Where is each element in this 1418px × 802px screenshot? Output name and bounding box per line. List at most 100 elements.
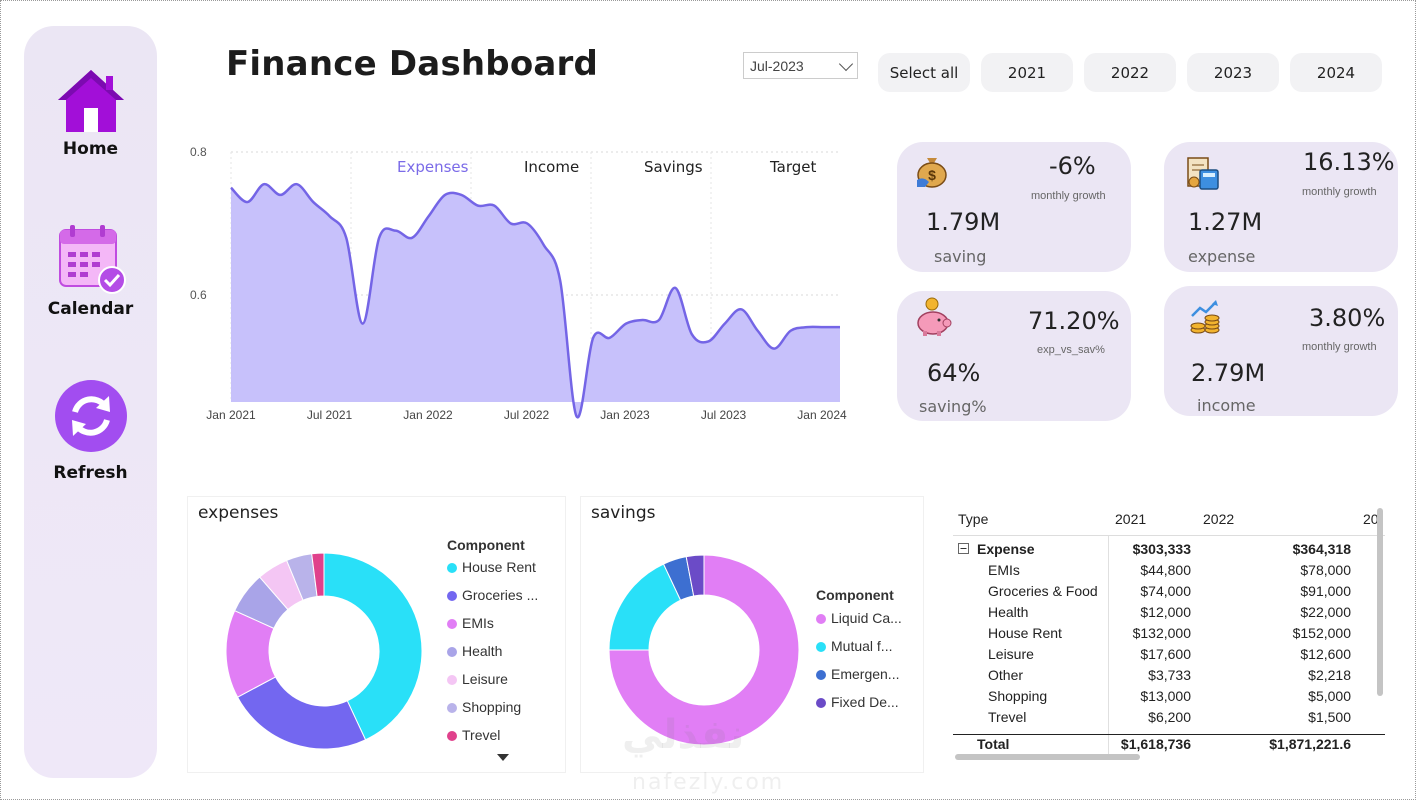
- kpi-card-saving: $ -6% monthly growth 1.79M saving: [897, 142, 1131, 272]
- expenses-legend-title: Component: [447, 537, 525, 553]
- y-tick-label: 0.8: [190, 145, 207, 159]
- legend-dot: [447, 731, 457, 741]
- legend-scroll-down-icon[interactable]: [497, 754, 509, 762]
- page-title: Finance Dashboard: [226, 44, 599, 84]
- expenses-legend-label: EMIs: [462, 615, 494, 631]
- collapse-icon[interactable]: [958, 543, 969, 554]
- table-header-2023[interactable]: 20: [1363, 511, 1379, 527]
- y-tick-label: 0.6: [190, 288, 207, 302]
- savings-legend-item[interactable]: Liquid Ca...: [816, 610, 902, 626]
- table-row-label: EMIs: [988, 562, 1020, 578]
- kpi-expense-value: 1.27M: [1188, 208, 1263, 236]
- expenses-legend-label: House Rent: [462, 559, 536, 575]
- chevron-down-icon: [838, 56, 854, 72]
- legend-dot: [447, 675, 457, 685]
- legend-expenses[interactable]: Expenses: [397, 158, 469, 176]
- expense-matrix-table: Type 2021 2022 20 Expense $303,333 $364,…: [953, 500, 1385, 762]
- year-2024-button[interactable]: 2024: [1290, 53, 1382, 92]
- table-row-2022: $1,500: [1308, 709, 1351, 725]
- year-2021-button[interactable]: 2021: [981, 53, 1073, 92]
- nav-home[interactable]: Home: [24, 68, 157, 159]
- kpi-expense-sub: monthly growth: [1302, 186, 1377, 198]
- table-row-label: House Rent: [988, 625, 1062, 641]
- month-dropdown-value: Jul-2023: [750, 58, 804, 74]
- coins-growth-icon: [1190, 300, 1220, 334]
- kpi-card-expense: 16.13% monthly growth 1.27M expense: [1164, 142, 1398, 272]
- kpi-saving-label: saving: [934, 247, 987, 266]
- expenses-panel: expenses Component House Rent Groceries .…: [187, 496, 566, 773]
- table-row-2022: $2,218: [1308, 667, 1351, 683]
- table-total-2021: $1,618,736: [1120, 736, 1191, 752]
- kpi-income-label: income: [1197, 396, 1256, 415]
- legend-income[interactable]: Income: [524, 158, 580, 176]
- expenses-legend-item[interactable]: Groceries ...: [447, 587, 538, 603]
- kpi-saving-sub: monthly growth: [1031, 190, 1106, 202]
- table-row-2021: $3,733: [1148, 667, 1191, 683]
- donut-slice-groceries[interactable]: [236, 676, 367, 749]
- home-icon: [57, 70, 124, 132]
- expenses-legend-item[interactable]: Trevel: [447, 727, 500, 743]
- savings-legend-title: Component: [816, 587, 894, 603]
- table-row-label: Groceries & Food: [988, 583, 1098, 599]
- nav-calendar[interactable]: Calendar: [24, 224, 157, 319]
- legend-dot: [447, 563, 457, 573]
- table-total-2022: $1,871,221.6: [1269, 736, 1351, 752]
- expenses-area: [231, 184, 840, 418]
- table-vertical-scrollbar[interactable]: [1377, 508, 1383, 696]
- table-row-2021: $12,000: [1140, 604, 1191, 620]
- expenses-legend-item[interactable]: House Rent: [447, 559, 536, 575]
- x-tick-label: Jan 2021: [206, 408, 256, 422]
- table-row-2021: $6,200: [1148, 709, 1191, 725]
- legend-savings[interactable]: Savings: [644, 158, 703, 176]
- table-row-label: Other: [988, 667, 1024, 683]
- year-2023-button[interactable]: 2023: [1187, 53, 1279, 92]
- year-2022-button[interactable]: 2022: [1084, 53, 1176, 92]
- expenses-legend-label: Groceries ...: [462, 587, 539, 603]
- money-bag-icon: $: [917, 158, 947, 188]
- table-total-label: Total: [977, 736, 1010, 752]
- table-row-label: Shopping: [988, 688, 1048, 704]
- savings-panel-title: savings: [591, 503, 656, 523]
- savings-legend-item[interactable]: Mutual f...: [816, 638, 892, 654]
- nav-calendar-label: Calendar: [47, 299, 134, 319]
- expenses-legend-item[interactable]: Shopping: [447, 699, 521, 715]
- expenses-panel-title: expenses: [198, 503, 279, 523]
- table-group-label[interactable]: Expense: [977, 541, 1035, 557]
- svg-text:$: $: [928, 167, 936, 183]
- table-column-divider: [1108, 536, 1109, 756]
- table-row-2022: $152,000: [1292, 625, 1351, 641]
- expenses-legend-item[interactable]: EMIs: [447, 615, 494, 631]
- legend-dot: [816, 642, 826, 652]
- table-row-2021: $17,600: [1140, 646, 1191, 662]
- table-header-type[interactable]: Type: [958, 511, 989, 527]
- table-row-2022: $91,000: [1300, 583, 1351, 599]
- table-header-2022[interactable]: 2022: [1203, 511, 1235, 527]
- legend-target[interactable]: Target: [770, 158, 817, 176]
- donut-slice-house-rent[interactable]: [323, 553, 422, 741]
- table-header-2021[interactable]: 2021: [1115, 511, 1147, 527]
- donut-slice-liquid-ca[interactable]: [609, 555, 799, 745]
- legend-dot: [816, 698, 826, 708]
- expenses-donut-chart: [226, 553, 422, 749]
- table-row-label: Trevel: [988, 709, 1027, 725]
- expenses-legend-item[interactable]: Health: [447, 643, 502, 659]
- table-horizontal-scrollbar[interactable]: [955, 754, 1140, 760]
- year-select-all-button[interactable]: Select all: [878, 53, 970, 92]
- kpi-saving-pct-label: saving%: [919, 397, 987, 416]
- kpi-expense-growth: 16.13%: [1303, 148, 1395, 176]
- legend-dot: [447, 703, 457, 713]
- refresh-icon: [54, 380, 127, 452]
- savings-legend-item[interactable]: Fixed De...: [816, 694, 899, 710]
- expenses-legend-item[interactable]: Leisure: [447, 671, 508, 687]
- donut-slice-fixed-de[interactable]: [685, 555, 705, 597]
- savings-legend-item[interactable]: Emergen...: [816, 666, 899, 682]
- table-group-2021: $303,333: [1132, 541, 1191, 557]
- receipt-calculator-icon: [1187, 157, 1219, 190]
- expenses-legend-label: Health: [462, 643, 503, 659]
- nav-refresh[interactable]: Refresh: [24, 378, 157, 483]
- month-dropdown[interactable]: Jul-2023: [743, 52, 858, 79]
- donut-slice-trevel[interactable]: [311, 553, 325, 597]
- piggy-bank-icon: [917, 297, 952, 336]
- table-row-2022: $5,000: [1308, 688, 1351, 704]
